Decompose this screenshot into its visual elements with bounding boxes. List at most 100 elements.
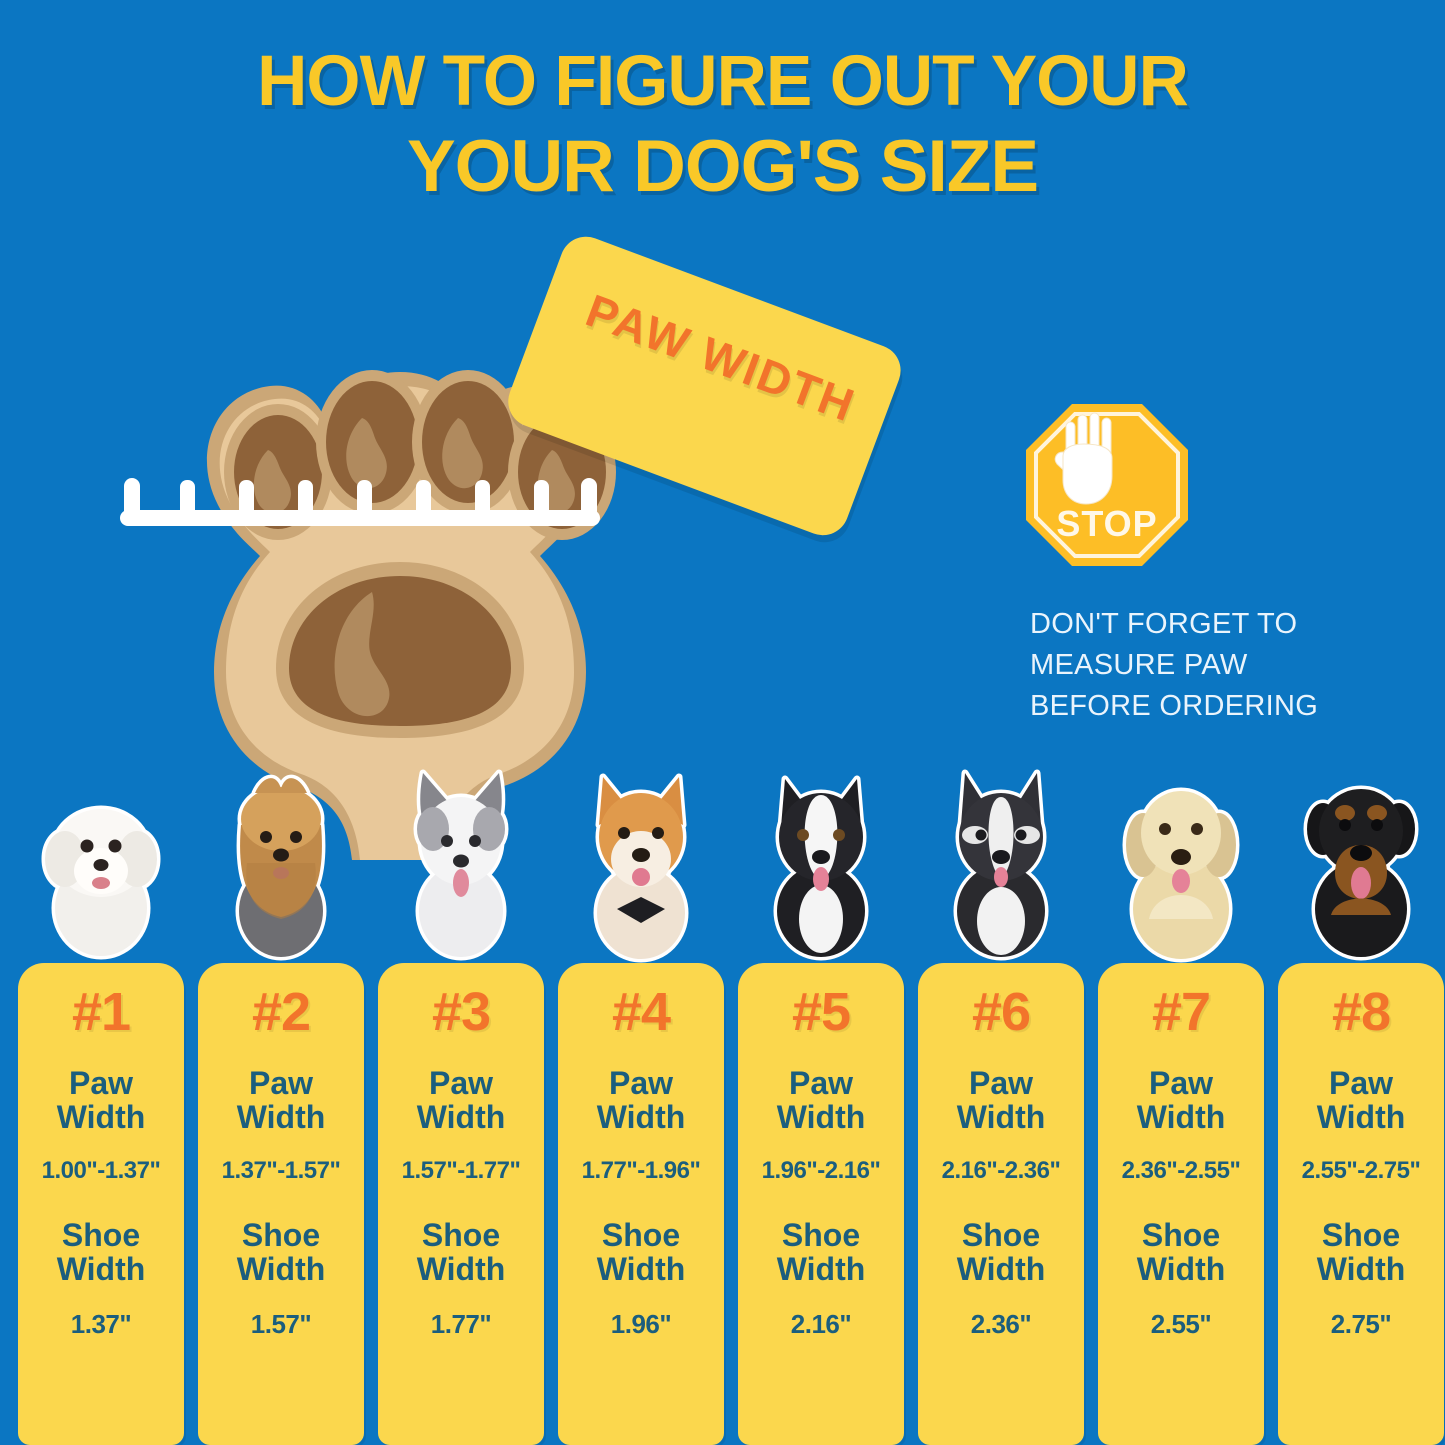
shoe-width-label: Shoe Width	[378, 1216, 544, 1287]
shoe-width-label: Shoe Width	[918, 1216, 1084, 1287]
size-number: #5	[791, 982, 851, 1042]
ruler-overlay	[120, 478, 600, 540]
size-card[interactable]: #5 Paw Width 1.96"-2.16" Shoe Width 2.16"	[738, 963, 904, 1445]
shoe-width-label: Shoe Width	[1098, 1216, 1264, 1287]
shoe-width-label-line1: Shoe	[781, 1216, 861, 1253]
page-title: HOW TO FIGURE OUT YOUR YOUR DOG'S SIZE	[0, 42, 1445, 208]
paw-width-label-line2: Width	[56, 1098, 146, 1135]
paw-width-label-line2: Width	[1136, 1098, 1226, 1135]
paw-width-callout: PAW WIDTH	[500, 229, 916, 543]
paw-width-label-line1: Paw	[428, 1065, 494, 1101]
stop-sign-icon: STOP	[1026, 404, 1188, 566]
size-card[interactable]: #8 Paw Width 2.55"-2.75" Shoe Width 2.75"	[1278, 963, 1444, 1445]
paw-width-range: 2.36"-2.55"	[1121, 1156, 1241, 1184]
border-collie-icon	[773, 775, 869, 961]
size-card[interactable]: #7 Paw Width 2.36"-2.55" Shoe Width 2.55"	[1098, 963, 1264, 1445]
paw-width-range: 2.55"-2.75"	[1301, 1156, 1421, 1184]
size-card[interactable]: #6 Paw Width 2.16"-2.36" Shoe Width 2.36"	[918, 963, 1084, 1445]
note-line-2: MEASURE PAW	[1030, 649, 1248, 682]
paw-width-label-line2: Width	[956, 1098, 1046, 1135]
paw-width-label-line2: Width	[776, 1098, 866, 1135]
paw-width-label: Paw Width	[1098, 1065, 1264, 1135]
size-number: #8	[1331, 982, 1391, 1042]
paw-width-range: 1.00"-1.37"	[41, 1156, 161, 1184]
shoe-width-label-line1: Shoe	[61, 1216, 141, 1253]
note-line-3: BEFORE ORDERING	[1030, 690, 1319, 723]
paw-width-label-line1: Paw	[1328, 1065, 1394, 1101]
shoe-width-value: 1.57"	[250, 1308, 312, 1339]
size-number: #2	[251, 982, 311, 1042]
shoe-width-label-line2: Width	[1136, 1250, 1226, 1287]
size-number: #6	[971, 982, 1031, 1042]
paw-width-range: 2.16"-2.36"	[941, 1156, 1061, 1184]
shoe-width-label-line1: Shoe	[241, 1216, 321, 1253]
paw-width-label-line1: Paw	[248, 1065, 314, 1101]
paw-width-label-line1: Paw	[1148, 1065, 1214, 1101]
shoe-width-label-line2: Width	[956, 1250, 1046, 1287]
paw-width-label: Paw Width	[1278, 1065, 1444, 1135]
shoe-width-label: Shoe Width	[558, 1216, 724, 1287]
shoe-width-label-line2: Width	[56, 1250, 146, 1287]
stop-sign-label: STOP	[1056, 503, 1157, 544]
paw-width-label-line1: Paw	[968, 1065, 1034, 1101]
paw-width-label: Paw Width	[558, 1065, 724, 1135]
title-line-2: YOUR DOG'S SIZE	[406, 126, 1039, 208]
shoe-width-label-line2: Width	[596, 1250, 686, 1287]
shoe-width-label: Shoe Width	[198, 1216, 364, 1287]
shoe-width-label: Shoe Width	[738, 1216, 904, 1287]
size-card[interactable]: #1 Paw Width 1.00"-1.37" Shoe Width 1.37"	[18, 963, 184, 1445]
shoe-width-label-line2: Width	[416, 1250, 506, 1287]
dog-portrait-husky	[913, 733, 1089, 963]
paw-width-label: Paw Width	[198, 1065, 364, 1135]
shoe-width-label-line1: Shoe	[601, 1216, 681, 1253]
shoe-width-value: 1.37"	[70, 1308, 132, 1339]
shoe-width-label-line2: Width	[236, 1250, 326, 1287]
paw-width-range: 1.77"-1.96"	[581, 1156, 701, 1184]
size-number: #7	[1151, 982, 1211, 1042]
dog-portrait-border-collie	[733, 733, 909, 963]
size-number: #1	[71, 982, 131, 1042]
paw-width-range: 1.37"-1.57"	[221, 1156, 341, 1184]
size-card[interactable]: #4 Paw Width 1.77"-1.96" Shoe Width 1.96"	[558, 963, 724, 1445]
shoe-width-value: 2.36"	[970, 1308, 1032, 1339]
shoe-width-value: 2.16"	[790, 1308, 852, 1339]
shoe-width-label-line2: Width	[1316, 1250, 1406, 1287]
shoe-width-value: 1.77"	[430, 1308, 492, 1339]
stop-sign: STOP	[1022, 400, 1192, 570]
size-card[interactable]: #2 Paw Width 1.37"-1.57" Shoe Width 1.57"	[198, 963, 364, 1445]
paw-width-label-line1: Paw	[788, 1065, 854, 1101]
shoe-width-label-line2: Width	[776, 1250, 866, 1287]
husky-icon	[953, 769, 1049, 961]
shoe-width-label-line1: Shoe	[421, 1216, 501, 1253]
dog-portrait-golden-retriever	[1093, 733, 1269, 963]
size-card[interactable]: #3 Paw Width 1.57"-1.77" Shoe Width 1.77"	[378, 963, 544, 1445]
shoe-width-label-line1: Shoe	[1321, 1216, 1401, 1253]
note-line-1: DON'T FORGET TO	[1030, 608, 1298, 640]
measure-reminder-note: DON'T FORGET TO MEASURE PAW BEFORE ORDER…	[1030, 604, 1390, 728]
golden-retriever-icon	[1122, 787, 1240, 963]
paw-width-label-line2: Width	[596, 1098, 686, 1135]
size-number: #4	[611, 982, 671, 1042]
measuring-ruler-icon	[120, 478, 600, 526]
shoe-width-value: 2.75"	[1330, 1308, 1392, 1339]
paw-width-label-line2: Width	[236, 1098, 326, 1135]
shoe-width-label-line1: Shoe	[1141, 1216, 1221, 1253]
dog-portrait-rottweiler	[1273, 733, 1445, 963]
paw-width-label-line1: Paw	[68, 1065, 134, 1101]
rottweiler-icon	[1303, 785, 1419, 961]
shoe-width-label-line1: Shoe	[961, 1216, 1041, 1253]
paw-width-label: Paw Width	[738, 1065, 904, 1135]
paw-width-label-line1: Paw	[608, 1065, 674, 1101]
paw-width-label: Paw Width	[918, 1065, 1084, 1135]
size-card-row: #1 Paw Width 1.00"-1.37" Shoe Width 1.37" #2 Paw…	[0, 963, 1445, 1445]
shoe-width-value: 2.55"	[1150, 1308, 1212, 1339]
paw-width-range: 1.96"-2.16"	[761, 1156, 881, 1184]
shoe-width-label: Shoe Width	[1278, 1216, 1444, 1287]
paw-width-label: Paw Width	[18, 1065, 184, 1135]
title-line-1: HOW TO FIGURE OUT YOUR	[257, 42, 1189, 121]
paw-width-label-line2: Width	[416, 1098, 506, 1135]
paw-width-label-line2: Width	[1316, 1098, 1406, 1135]
shoe-width-value: 1.96"	[610, 1308, 672, 1339]
shoe-width-label: Shoe Width	[18, 1216, 184, 1287]
